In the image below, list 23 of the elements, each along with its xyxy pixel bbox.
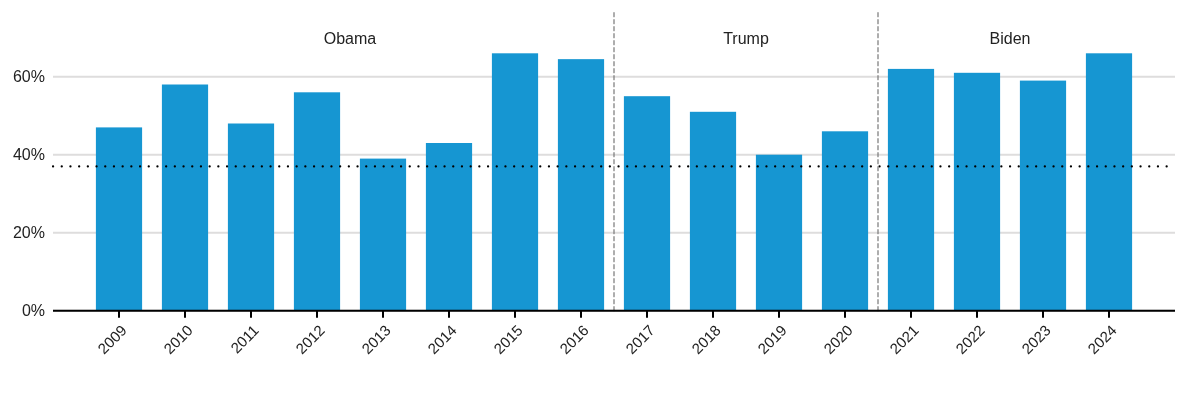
y-tick-label: 60% bbox=[12, 68, 45, 86]
bar bbox=[161, 84, 209, 311]
y-tick-label: 20% bbox=[12, 224, 45, 242]
bar bbox=[1019, 80, 1067, 311]
bar bbox=[425, 143, 473, 311]
y-tick-label: 40% bbox=[12, 146, 45, 164]
annotation: Obama bbox=[323, 29, 377, 47]
bar bbox=[1085, 53, 1133, 311]
annotation: Biden bbox=[989, 29, 1031, 47]
bar bbox=[689, 111, 737, 311]
y-tick-label: 0% bbox=[21, 302, 45, 320]
bar bbox=[293, 92, 341, 311]
bar bbox=[623, 96, 671, 311]
bar bbox=[953, 72, 1001, 311]
annotation: Trump bbox=[723, 29, 769, 47]
bar bbox=[227, 123, 275, 311]
bar bbox=[821, 131, 869, 311]
bar bbox=[359, 158, 407, 311]
bar bbox=[755, 154, 803, 311]
bar bbox=[491, 53, 539, 311]
bar bbox=[887, 68, 935, 311]
bar bbox=[557, 59, 605, 311]
bar bbox=[95, 127, 143, 311]
